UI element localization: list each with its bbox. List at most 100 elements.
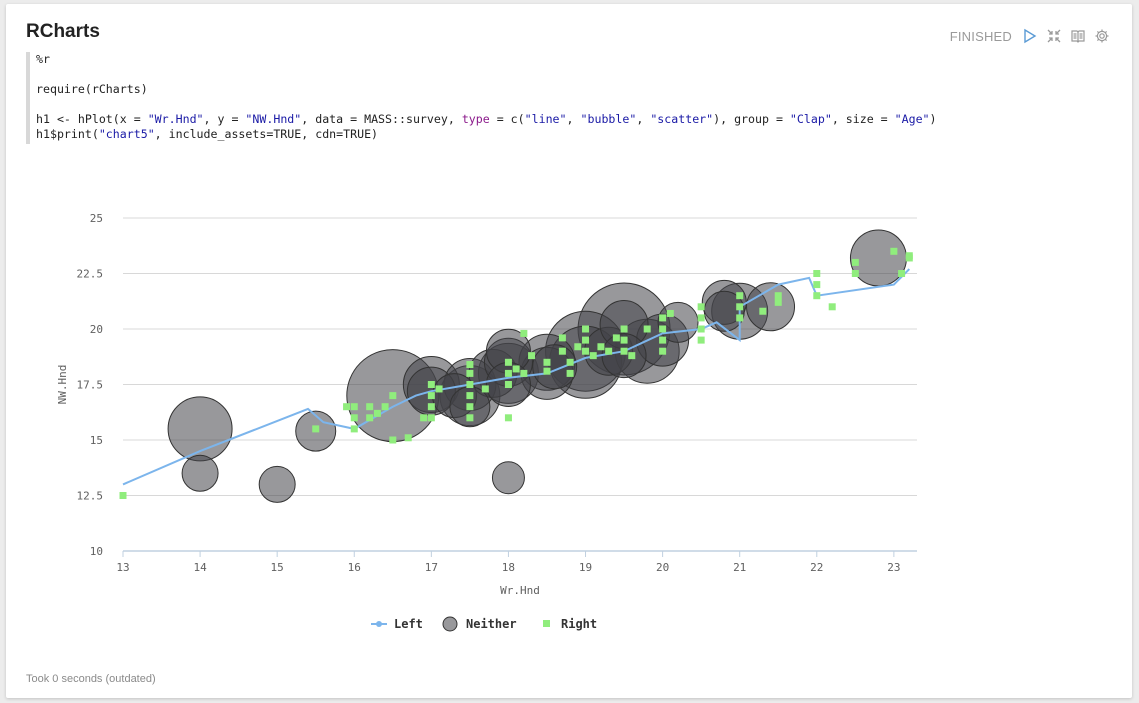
right-point [582, 325, 590, 333]
right-point [620, 347, 628, 355]
right-point [504, 381, 512, 388]
y-tick-label: 10 [90, 545, 103, 558]
right-point [612, 334, 620, 342]
right-point [350, 425, 358, 433]
right-point [697, 336, 705, 344]
right-point [373, 409, 381, 417]
right-point [466, 361, 474, 369]
legend-neither-label: Neither [466, 617, 517, 631]
x-tick-label: 19 [579, 561, 592, 574]
y-tick-label: 15 [90, 434, 103, 447]
right-point [582, 336, 590, 344]
right-point [582, 347, 590, 355]
right-point [350, 403, 358, 411]
left-series-line [122, 268, 911, 486]
chart: 10 12.5 15 17.5 20 22.5 25 13 14 15 16 17 18 19 20 21 22… [56, 212, 917, 632]
legend-left-label: Left [394, 617, 423, 631]
right-point [574, 343, 582, 351]
right-point [774, 298, 782, 306]
x-tick-label: 16 [348, 561, 361, 574]
right-point [466, 369, 474, 377]
right-point [736, 314, 744, 322]
right-point [813, 270, 821, 277]
right-point [666, 309, 674, 317]
x-tick-label: 17 [425, 561, 438, 574]
right-point [504, 369, 512, 377]
right-point [466, 403, 474, 411]
code-line: h1 <- hPlot(x = "Wr.Hnd", y = "NW.Hnd", … [36, 112, 937, 126]
right-point [659, 314, 667, 322]
paragraph-toolbar: FINISHED [950, 26, 1110, 46]
right-point [620, 325, 628, 333]
legend: Left Neither Right [371, 616, 597, 632]
right-point [558, 334, 566, 342]
right-point [404, 434, 412, 442]
code-editor[interactable]: %r require(rCharts) h1 <- hPlot(x = "Wr.… [26, 52, 1036, 144]
right-point [697, 314, 705, 322]
right-point [504, 414, 512, 422]
right-point [350, 414, 358, 422]
code-line: %r [36, 52, 50, 66]
book-icon[interactable] [1070, 28, 1086, 44]
right-point [366, 414, 374, 422]
right-point [543, 358, 551, 366]
right-point [543, 367, 551, 375]
right-point [628, 352, 636, 360]
right-point [736, 292, 744, 300]
code-line: require(rCharts) [36, 82, 148, 96]
x-tick-label: 13 [116, 561, 129, 574]
code-line: h1$print("chart5", include_assets=TRUE, … [36, 127, 379, 141]
right-point [528, 352, 536, 360]
right-point [736, 303, 744, 311]
right-point [597, 343, 605, 351]
x-axis-title: Wr.Hnd [500, 584, 540, 597]
y-tick-label: 12.5 [77, 490, 104, 503]
y-axis-title: NW.Hnd [56, 365, 69, 405]
right-point [620, 336, 628, 344]
right-point [851, 270, 859, 277]
right-point [466, 392, 474, 400]
right-point [851, 258, 859, 266]
right-point [427, 392, 435, 400]
right-point [828, 303, 836, 311]
right-point [366, 403, 374, 411]
right-point [813, 281, 821, 289]
neither-bubble [703, 290, 745, 332]
right-point [427, 381, 435, 388]
legend-right-label: Right [561, 617, 597, 631]
right-point [520, 369, 528, 377]
x-tick-label: 20 [656, 561, 669, 574]
right-point [905, 254, 913, 262]
legend-neither-symbol [442, 616, 458, 632]
neither-bubble [258, 465, 296, 503]
right-point [659, 325, 667, 333]
right-point [566, 358, 574, 366]
status-label: FINISHED [949, 28, 1012, 44]
right-point [605, 347, 613, 355]
y-tick-label: 20 [90, 323, 103, 336]
right-point [420, 414, 428, 422]
neither-bubble [491, 461, 525, 495]
right-point [119, 492, 127, 499]
run-icon[interactable] [1022, 28, 1038, 44]
gear-icon[interactable] [1094, 28, 1110, 44]
right-point [898, 270, 906, 277]
collapse-icon[interactable] [1046, 28, 1062, 44]
right-point [427, 403, 435, 411]
right-point [759, 307, 767, 315]
right-point [389, 436, 397, 444]
neither-bubble [532, 344, 578, 390]
legend-left-marker [376, 621, 382, 627]
right-point [659, 336, 667, 344]
x-tick-label: 22 [810, 561, 823, 574]
right-point [659, 347, 667, 355]
right-point [435, 385, 443, 393]
right-point [466, 414, 474, 422]
y-tick-label: 17.5 [77, 379, 104, 392]
right-point [566, 369, 574, 377]
right-point [558, 347, 566, 355]
x-tick-label: 18 [502, 561, 515, 574]
x-tick-label: 14 [193, 561, 207, 574]
right-point [697, 303, 705, 311]
x-tick-label: 23 [887, 561, 900, 574]
